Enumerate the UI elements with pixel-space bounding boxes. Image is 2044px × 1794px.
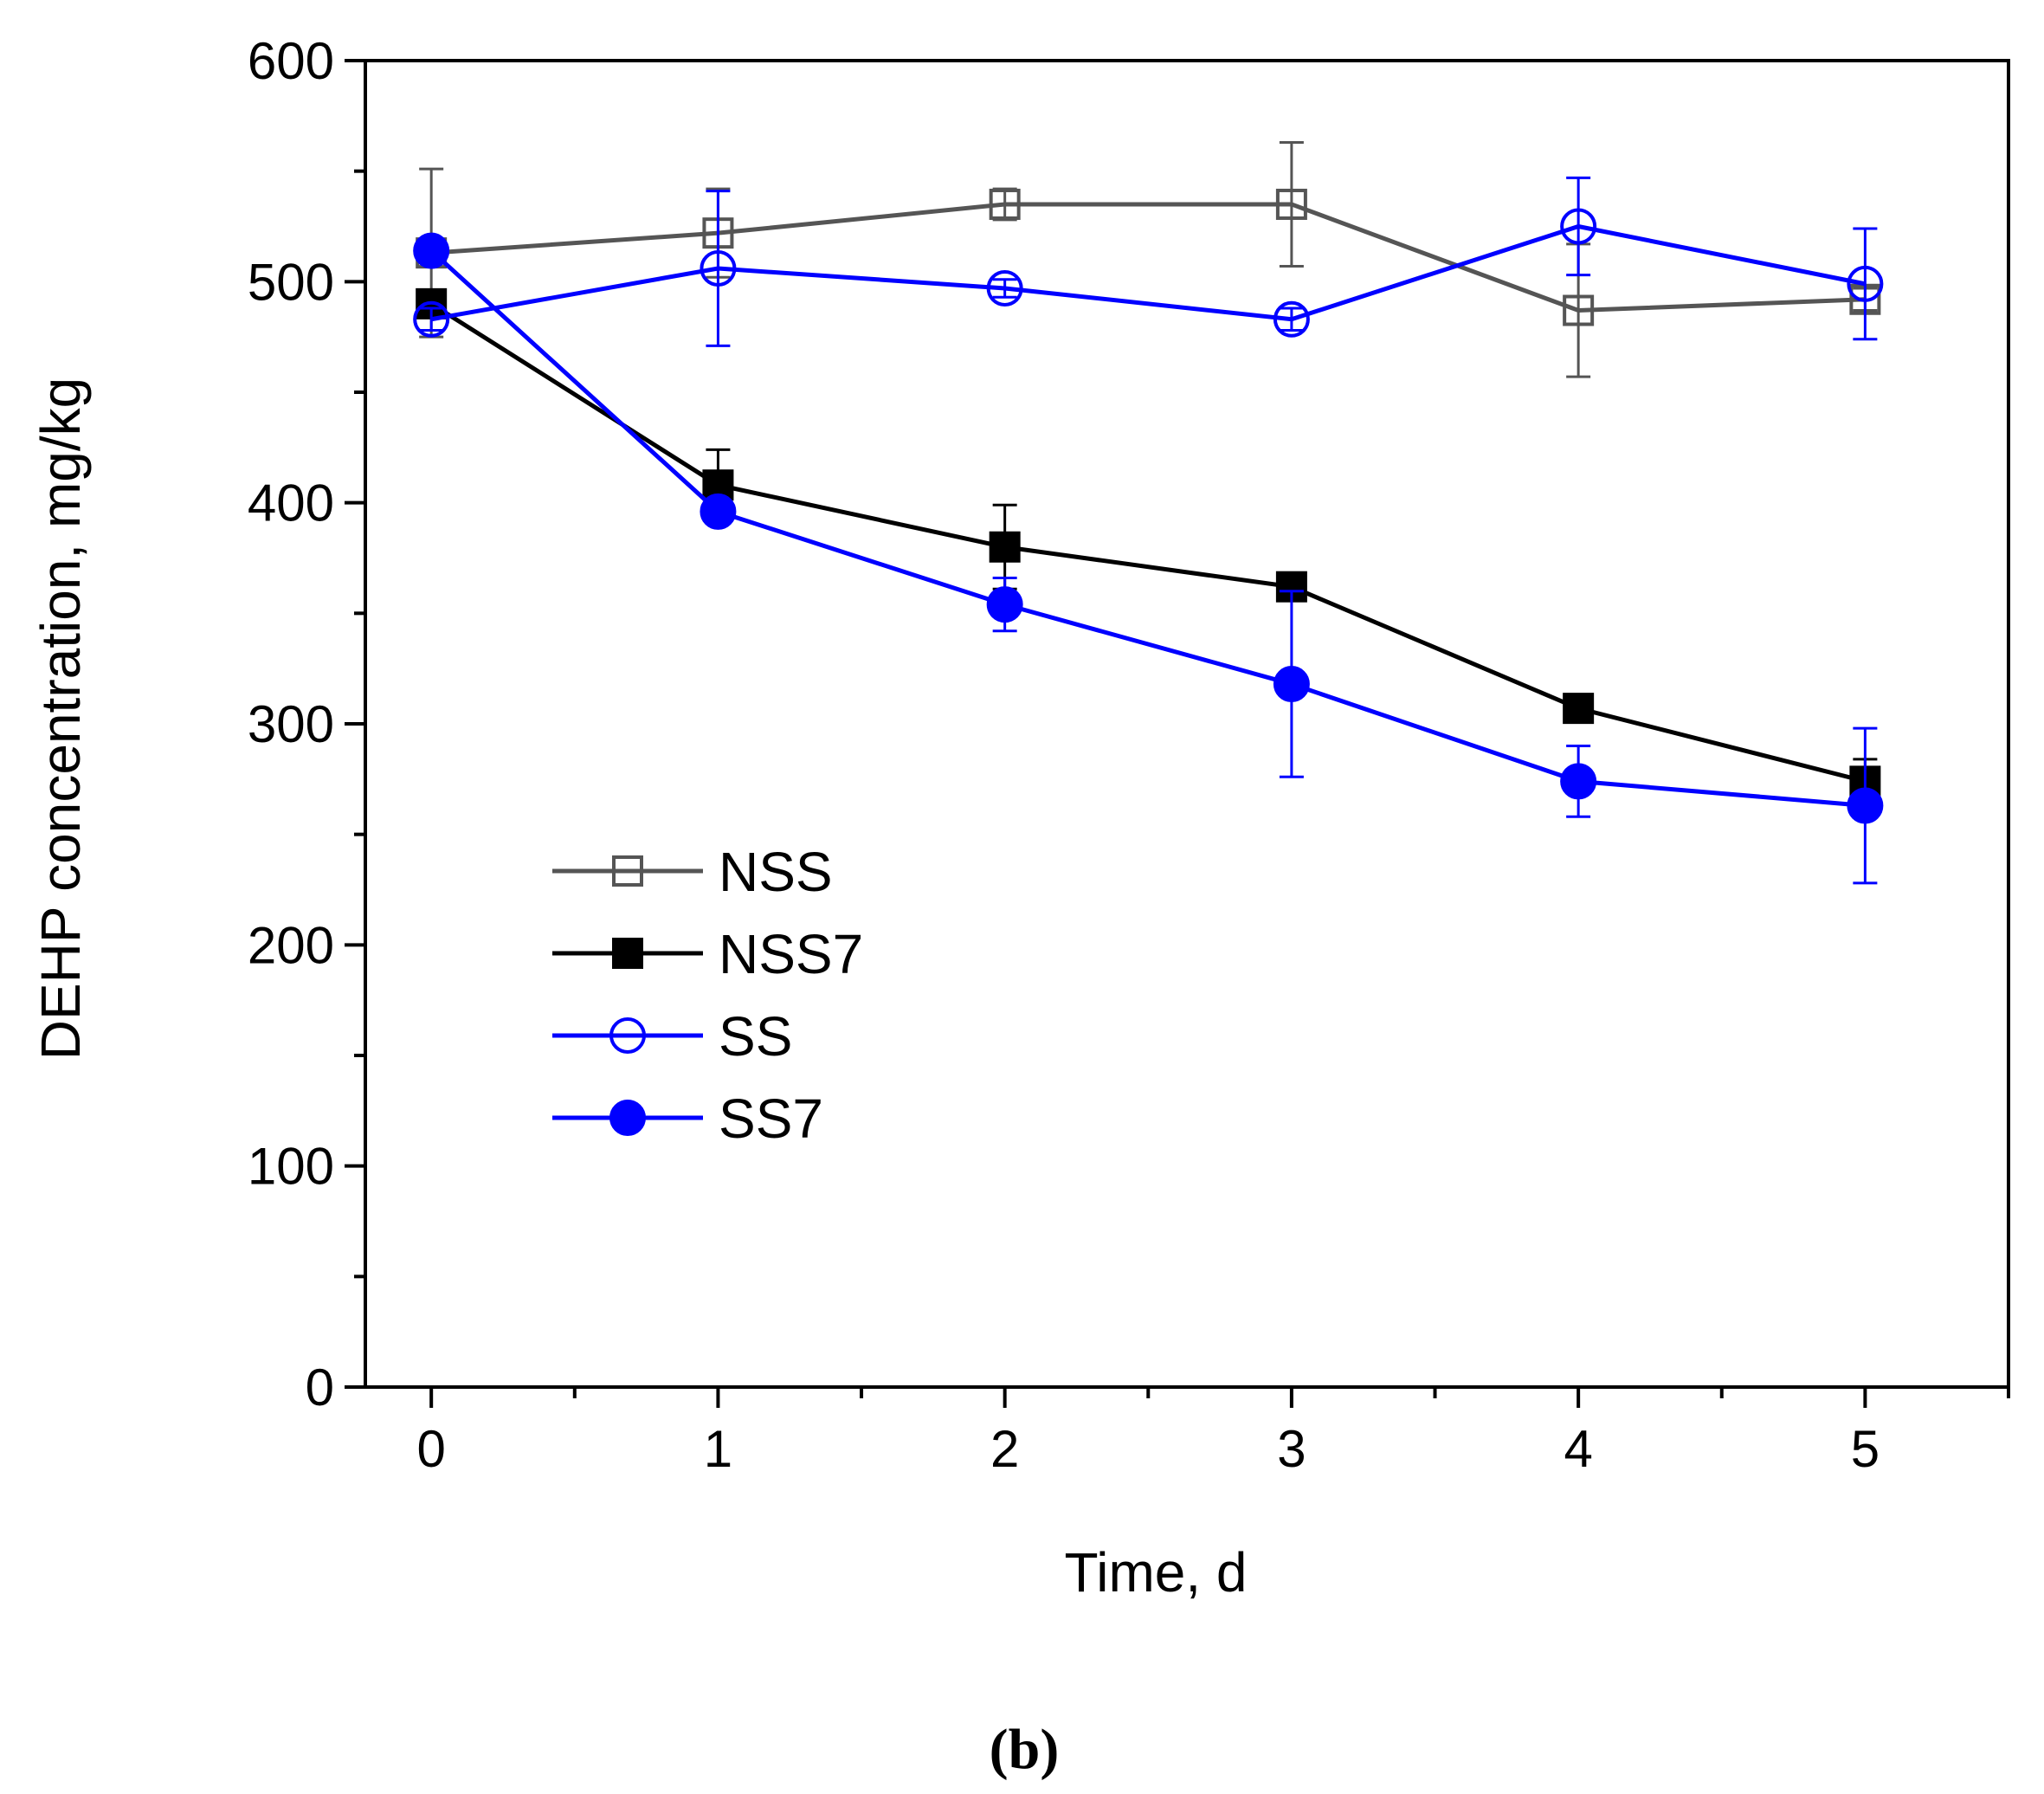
data-point [1273,300,1310,338]
data-point [1563,294,1595,326]
y-tick-label: 0 [306,1358,334,1416]
x-axis-title: Time, d [1065,1541,1248,1604]
series-line [430,223,1866,322]
data-point [413,232,450,269]
y-tick-label: 300 [248,695,334,753]
data-point [1275,188,1307,220]
y-axis-title: DEHP concentration, mg/kg [29,378,92,1061]
data-point [700,493,737,530]
x-tick-label: 0 [416,1420,445,1478]
x-tick-label: 5 [1851,1420,1880,1478]
series-line [429,301,1866,784]
legend-label: SS [719,1005,792,1068]
data-point [1847,787,1884,824]
legend-item-nss7: NSS7 [552,923,863,985]
y-tick-label: 200 [248,916,334,974]
legend-item-ss: SS [552,1005,792,1068]
series-line [431,202,1866,313]
legend-item-nss: NSS [552,841,833,903]
series-layer [413,140,1884,885]
data-point [609,1017,646,1054]
panel-label: (b) [990,1718,1060,1781]
data-point [1847,265,1884,302]
data-point [1560,208,1597,245]
y-tick-label: 500 [248,253,334,311]
series-ss7 [413,232,1884,885]
data-point [700,250,737,287]
legend-label: SS7 [719,1087,823,1150]
legend: NSS NSS7 SS SS7 [552,841,863,1150]
legend-label: NSS [719,841,833,903]
data-point [1560,763,1597,800]
y-tick-label: 400 [248,474,334,532]
data-point [989,188,1021,220]
legend-label: NSS7 [719,923,863,985]
plot-frame [364,59,2010,1389]
x-tick-label: 3 [1277,1420,1306,1478]
data-point [413,300,450,338]
data-point [612,938,643,969]
x-tick-label: 2 [990,1420,1019,1478]
data-point [1563,693,1595,725]
series-line [429,248,1866,808]
series-nss7 [416,287,1881,805]
y-tick-label: 100 [248,1138,334,1196]
data-point [986,586,1023,623]
data-point [609,1100,646,1136]
data-point [989,531,1021,563]
data-point [612,855,643,887]
series-nss [416,140,1881,378]
series-ss [413,176,1884,347]
legend-item-ss7: SS7 [552,1087,823,1150]
data-point [986,269,1023,307]
axes: 0 100 200 300 400 500 600 0 1 2 3 4 5 [248,32,2010,1478]
x-tick-label: 1 [704,1420,732,1478]
x-tick-label: 4 [1564,1420,1592,1478]
y-tick-label: 600 [248,32,334,90]
data-point [1273,666,1310,703]
